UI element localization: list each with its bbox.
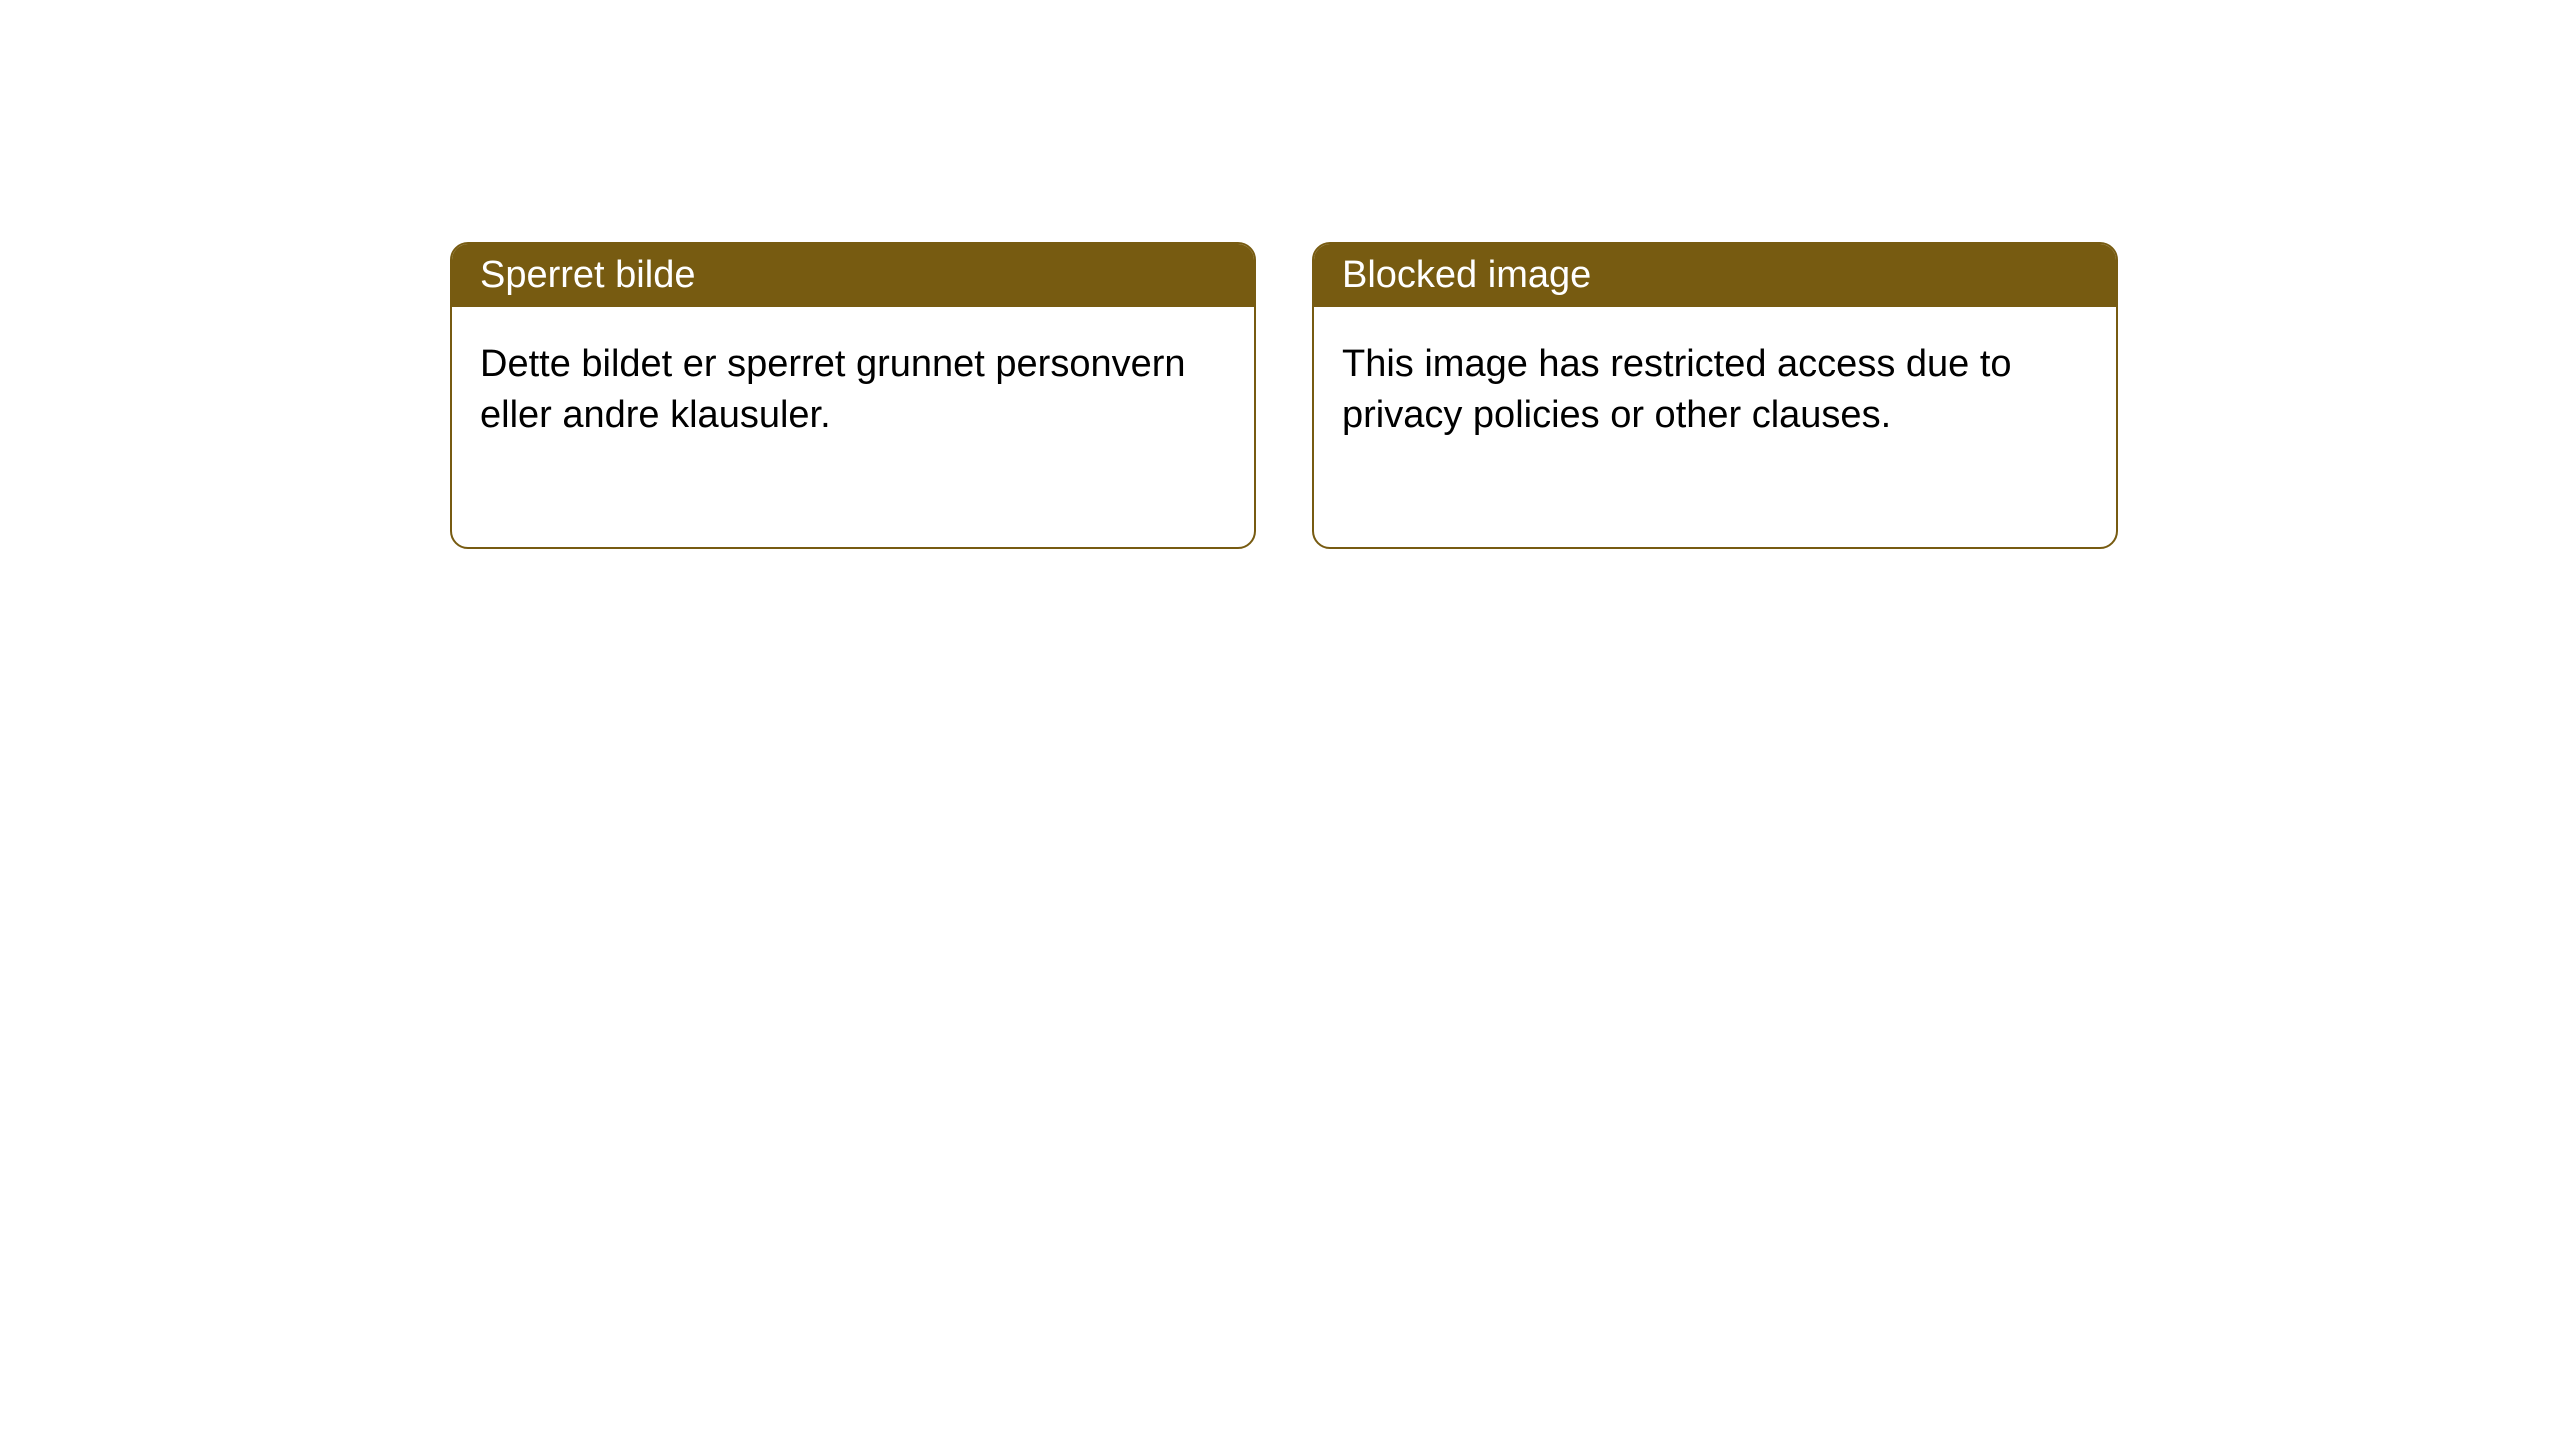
notice-body: This image has restricted access due to … (1314, 307, 2116, 547)
notice-container: Sperret bilde Dette bildet er sperret gr… (0, 0, 2560, 549)
notice-body: Dette bildet er sperret grunnet personve… (452, 307, 1254, 547)
notice-body-text: Dette bildet er sperret grunnet personve… (480, 343, 1186, 436)
notice-title: Sperret bilde (480, 254, 695, 296)
notice-card-english: Blocked image This image has restricted … (1312, 242, 2118, 549)
notice-header: Sperret bilde (452, 244, 1254, 307)
notice-card-norwegian: Sperret bilde Dette bildet er sperret gr… (450, 242, 1256, 549)
notice-header: Blocked image (1314, 244, 2116, 307)
notice-body-text: This image has restricted access due to … (1342, 343, 2012, 436)
notice-title: Blocked image (1342, 254, 1591, 296)
